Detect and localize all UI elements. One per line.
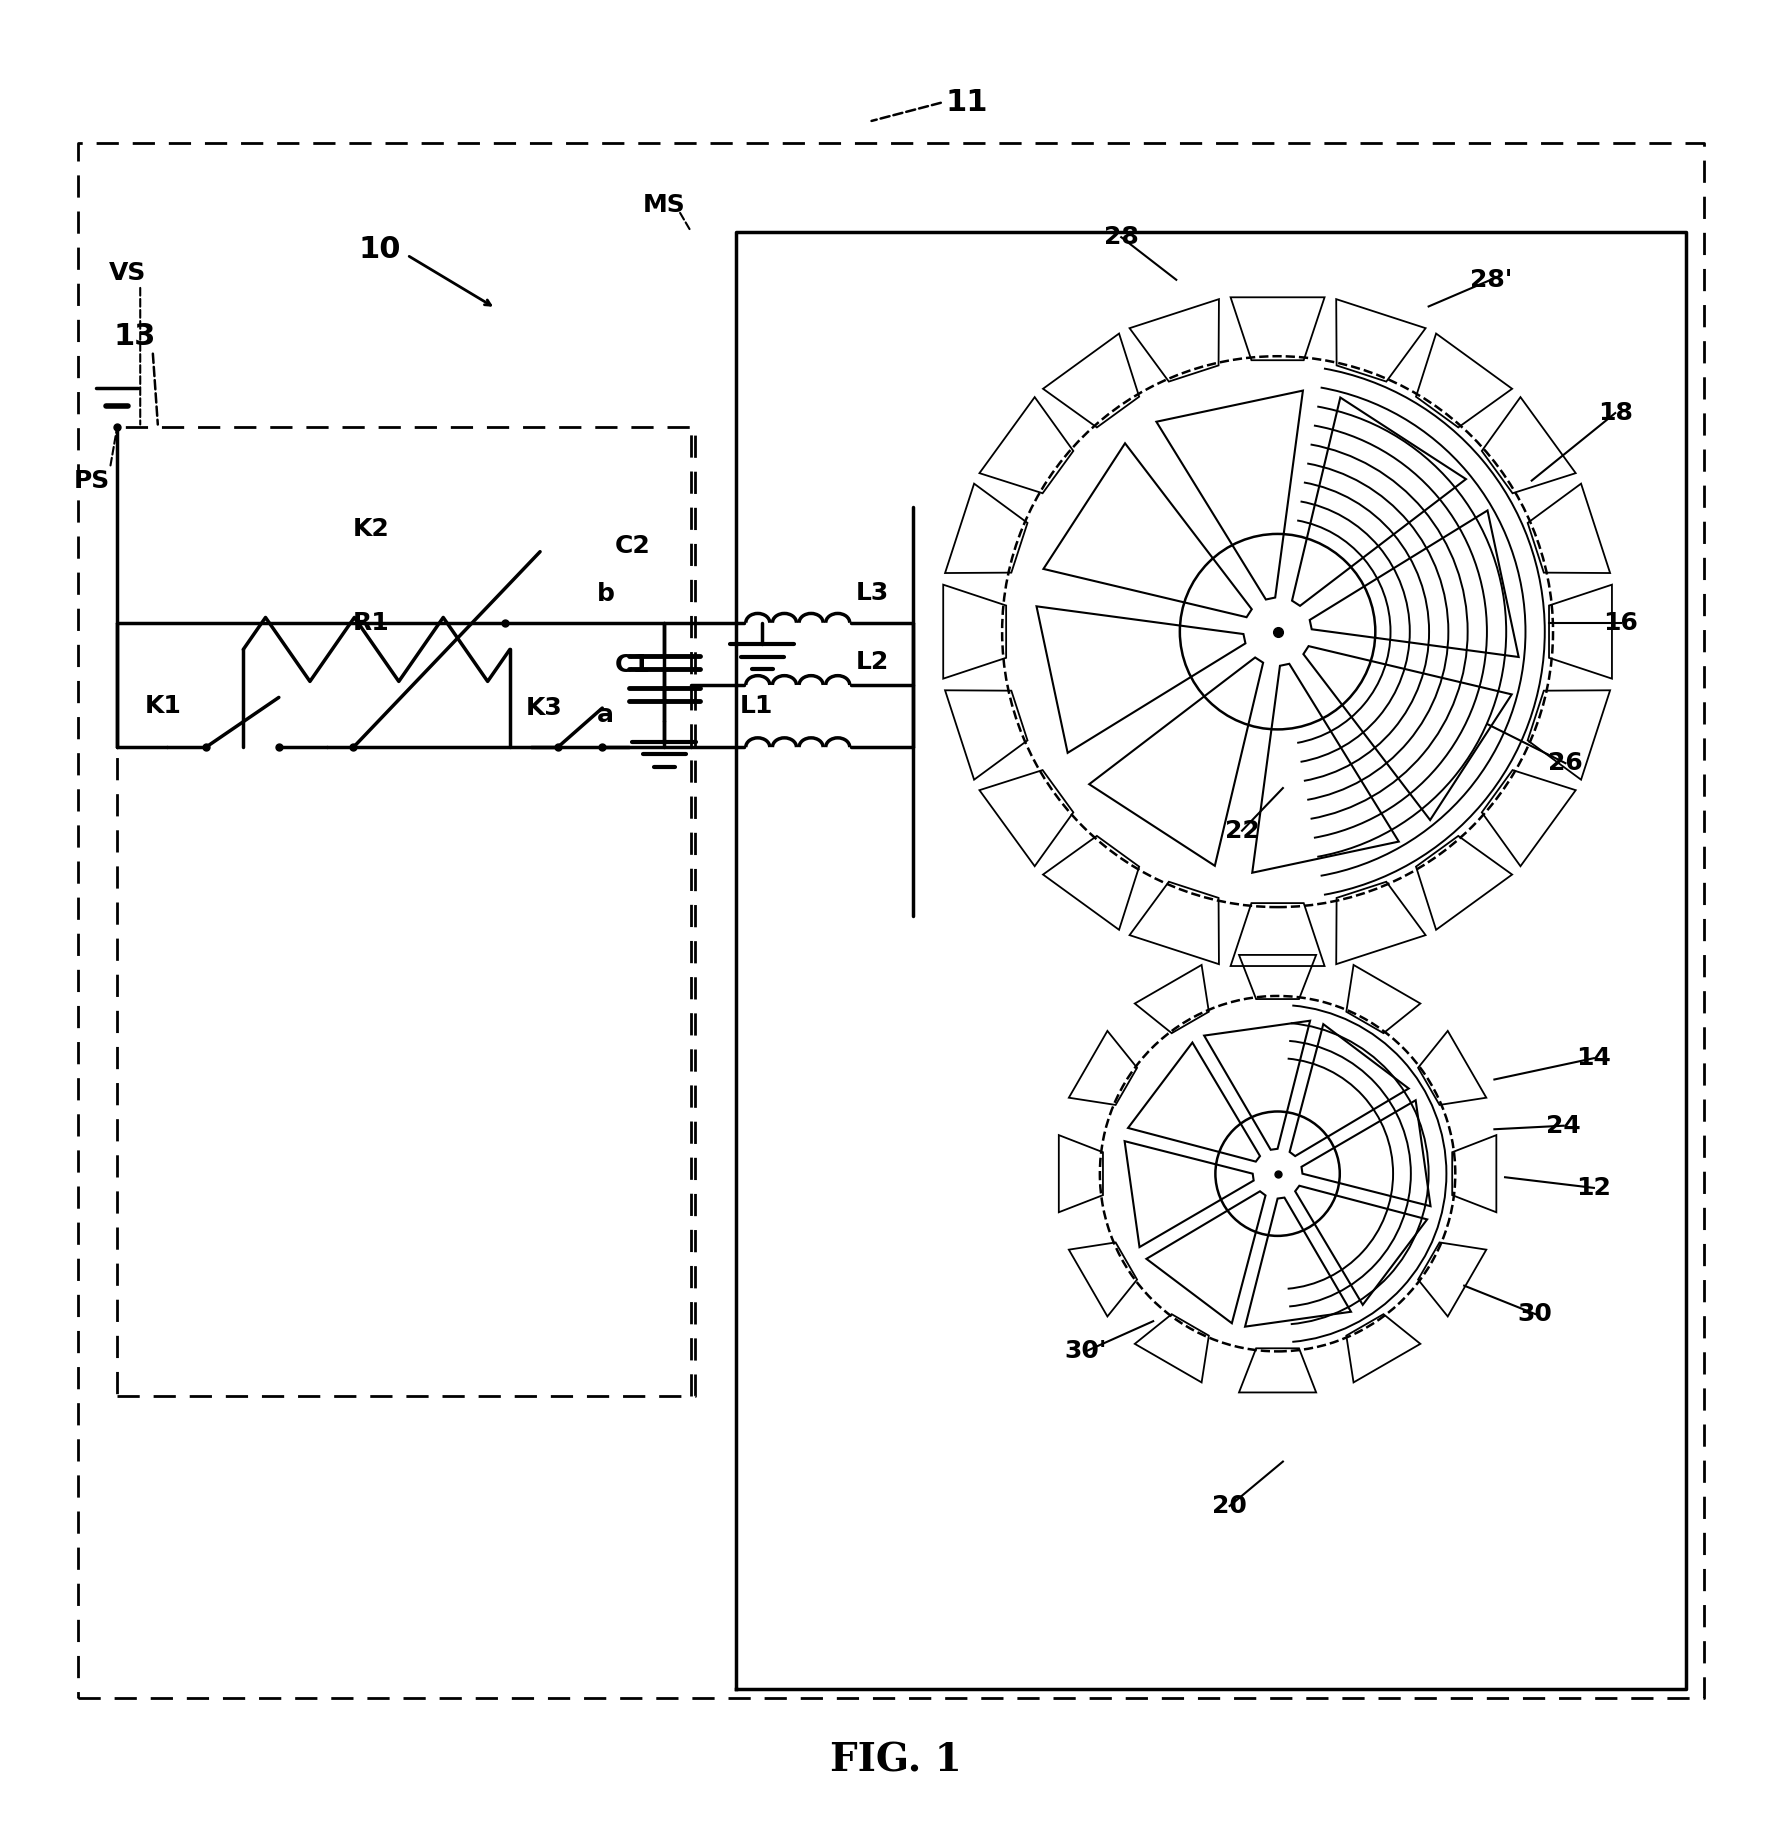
Text: K2: K2 bbox=[353, 517, 390, 540]
Text: 30: 30 bbox=[1517, 1303, 1553, 1326]
Text: 14: 14 bbox=[1576, 1046, 1612, 1070]
Text: 28: 28 bbox=[1103, 225, 1139, 249]
Text: 28': 28' bbox=[1470, 267, 1512, 291]
Text: K1: K1 bbox=[145, 694, 181, 718]
Text: 10: 10 bbox=[358, 234, 401, 264]
Text: R1: R1 bbox=[353, 610, 390, 634]
Text: 13: 13 bbox=[113, 322, 156, 352]
Text: 20: 20 bbox=[1213, 1495, 1247, 1519]
Text: 26: 26 bbox=[1547, 751, 1583, 775]
Text: C1: C1 bbox=[614, 654, 650, 678]
Text: K3: K3 bbox=[525, 696, 562, 720]
Text: b: b bbox=[596, 583, 614, 606]
Text: PS: PS bbox=[73, 469, 111, 493]
Text: 11: 11 bbox=[946, 88, 989, 117]
Text: 18: 18 bbox=[1598, 401, 1633, 425]
Text: MS: MS bbox=[643, 192, 686, 218]
Text: C2: C2 bbox=[614, 535, 650, 559]
Text: 16: 16 bbox=[1603, 610, 1639, 634]
Text: 22: 22 bbox=[1225, 819, 1259, 843]
Text: L2: L2 bbox=[856, 650, 888, 674]
Text: VS: VS bbox=[109, 260, 147, 284]
Text: 24: 24 bbox=[1546, 1114, 1581, 1138]
Text: 12: 12 bbox=[1576, 1176, 1612, 1200]
Text: L1: L1 bbox=[740, 694, 774, 718]
Text: 30': 30' bbox=[1064, 1339, 1107, 1363]
Text: FIG. 1: FIG. 1 bbox=[829, 1740, 962, 1779]
Text: a: a bbox=[598, 703, 614, 727]
Text: L3: L3 bbox=[856, 581, 888, 605]
